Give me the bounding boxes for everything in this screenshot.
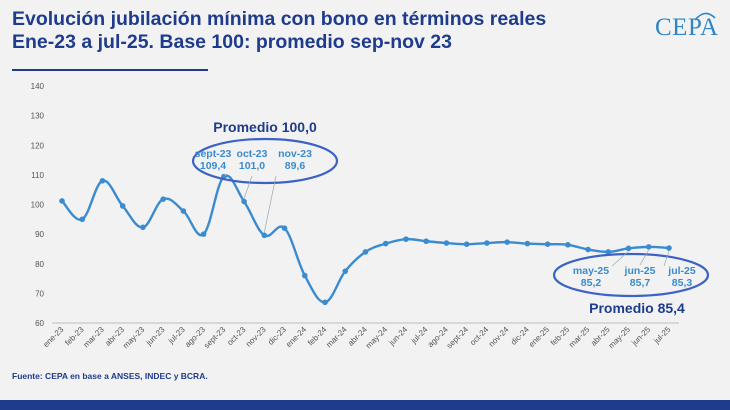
data-point — [261, 232, 268, 239]
annotation-value-2: 85,7 — [630, 277, 651, 289]
data-point — [666, 245, 672, 251]
x-tick-label: mar-23 — [82, 325, 107, 350]
x-tick-label: ene-24 — [284, 325, 308, 349]
data-point — [403, 236, 409, 242]
x-tick-label: sept-24 — [445, 325, 471, 351]
data-point — [342, 268, 349, 274]
data-point — [645, 244, 652, 250]
data-point — [443, 240, 450, 246]
annotation-ellipse-2 — [552, 252, 710, 298]
annotation-leader-2 — [639, 249, 650, 266]
y-tick-label: 140 — [31, 82, 45, 91]
annotation-month-2: jun-25 — [624, 265, 656, 277]
data-point — [565, 241, 571, 248]
annotation-leader-2 — [611, 251, 629, 267]
x-tick-label: may-25 — [607, 325, 633, 351]
data-point — [484, 240, 490, 246]
x-tick-label: jul-25 — [651, 325, 672, 346]
annotation-value-2: 85,2 — [581, 277, 602, 289]
data-point — [180, 208, 187, 214]
data-point — [524, 240, 531, 247]
y-tick-label: 60 — [35, 319, 44, 328]
annotation-value-1: 89,6 — [285, 160, 306, 172]
x-tick-label: jun-24 — [387, 325, 410, 348]
chart-title: Evolución jubilación mínima con bono en … — [12, 8, 546, 54]
data-point — [322, 299, 328, 306]
x-tick-label: may-23 — [121, 325, 147, 351]
y-tick-label: 120 — [31, 141, 45, 150]
annotation-value-2: 85,3 — [672, 277, 693, 289]
footer-bar — [0, 400, 730, 410]
x-tick-label: nov-23 — [244, 325, 268, 349]
x-tick-label: ene-25 — [527, 325, 551, 349]
cepa-logo: CEPA — [655, 14, 719, 41]
y-tick-label: 80 — [35, 260, 44, 269]
data-point — [160, 196, 166, 202]
y-tick-label: 90 — [35, 230, 44, 239]
annotation-leader-1 — [263, 175, 277, 233]
x-tick-label: jun-25 — [629, 325, 652, 348]
x-tick-label: sept-23 — [202, 325, 228, 351]
y-tick-label: 70 — [35, 289, 44, 298]
annotation-month-2: may-25 — [573, 265, 609, 277]
x-tick-label: may-24 — [364, 325, 390, 351]
annotation-value-1: 101,0 — [239, 160, 265, 172]
title-underline — [12, 69, 208, 71]
y-tick-label: 130 — [31, 112, 45, 121]
data-point — [99, 178, 106, 184]
annotation-leader-1 — [243, 175, 253, 199]
annotation-leader-1 — [223, 173, 227, 177]
annotation-ellipse-1 — [191, 137, 339, 185]
x-tick-label: nov-24 — [487, 325, 511, 349]
data-point — [625, 245, 632, 252]
annotation-month-1: nov-23 — [278, 148, 312, 160]
data-point — [585, 246, 591, 253]
annotation-title-2: Promedio 85,4 — [589, 300, 685, 316]
data-point — [281, 225, 288, 231]
data-point — [302, 272, 308, 279]
line-chart: 60708090100110120130140ene-23feb-23mar-2… — [31, 82, 710, 351]
data-point — [140, 224, 146, 231]
data-point — [605, 249, 612, 255]
data-point — [79, 216, 86, 223]
data-point — [362, 249, 369, 255]
data-point — [200, 231, 207, 237]
x-tick-label: jun-23 — [144, 325, 167, 348]
annotation-month-1: sept-23 — [195, 148, 232, 160]
data-point — [544, 241, 551, 247]
y-tick-label: 110 — [31, 171, 44, 180]
annotation-title-1: Promedio 100,0 — [213, 119, 317, 135]
x-tick-label: mar-24 — [324, 325, 349, 350]
source-note: Fuente: CEPA en base a ANSES, INDEC y BC… — [12, 371, 208, 381]
data-point — [504, 239, 510, 245]
series-line — [61, 174, 670, 304]
data-point — [59, 198, 65, 204]
x-tick-label: mar-25 — [567, 325, 592, 350]
data-point — [463, 241, 470, 247]
annotation-month-1: oct-23 — [237, 148, 268, 160]
annotation-value-1: 109,4 — [200, 160, 226, 172]
data-point — [382, 240, 389, 247]
data-point — [423, 238, 430, 245]
data-point — [241, 198, 247, 205]
x-tick-label: ene-23 — [41, 325, 65, 349]
logo-arc-icon — [694, 12, 716, 21]
annotation-leader-2 — [663, 250, 670, 267]
title-line-1: Evolución jubilación mínima con bono en … — [12, 8, 547, 30]
y-tick-label: 100 — [31, 201, 45, 210]
title-line-2: Ene-23 a jul-25. Base 100: promedio sep-… — [12, 31, 452, 53]
annotation-month-2: jul-25 — [667, 265, 696, 277]
data-point — [119, 203, 126, 209]
